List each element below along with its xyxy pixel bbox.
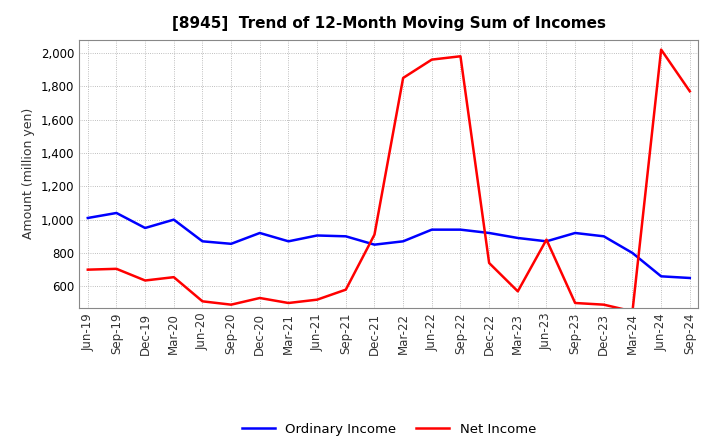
Ordinary Income	[312, 233, 321, 238]
Ordinary Income	[141, 225, 150, 231]
Net Income	[284, 301, 293, 306]
Net Income	[198, 299, 207, 304]
Title: [8945]  Trend of 12-Month Moving Sum of Incomes: [8945] Trend of 12-Month Moving Sum of I…	[172, 16, 606, 32]
Net Income	[112, 266, 121, 271]
Net Income	[685, 88, 694, 94]
Ordinary Income	[600, 234, 608, 239]
Net Income	[428, 57, 436, 62]
Net Income	[485, 260, 493, 266]
Ordinary Income	[84, 215, 92, 220]
Y-axis label: Amount (million yen): Amount (million yen)	[22, 108, 35, 239]
Line: Net Income: Net Income	[88, 50, 690, 312]
Net Income	[456, 54, 465, 59]
Ordinary Income	[456, 227, 465, 232]
Ordinary Income	[685, 275, 694, 281]
Ordinary Income	[571, 231, 580, 236]
Net Income	[227, 302, 235, 307]
Ordinary Income	[112, 210, 121, 216]
Ordinary Income	[198, 238, 207, 244]
Net Income	[571, 301, 580, 306]
Ordinary Income	[542, 238, 551, 244]
Net Income	[513, 289, 522, 294]
Ordinary Income	[227, 241, 235, 246]
Legend: Ordinary Income, Net Income: Ordinary Income, Net Income	[236, 418, 541, 440]
Net Income	[628, 309, 636, 314]
Ordinary Income	[628, 250, 636, 256]
Ordinary Income	[399, 238, 408, 244]
Ordinary Income	[513, 235, 522, 241]
Ordinary Income	[169, 217, 178, 222]
Ordinary Income	[341, 234, 350, 239]
Net Income	[657, 47, 665, 52]
Net Income	[542, 237, 551, 242]
Ordinary Income	[256, 231, 264, 236]
Net Income	[141, 278, 150, 283]
Net Income	[399, 75, 408, 81]
Net Income	[370, 232, 379, 237]
Net Income	[600, 302, 608, 307]
Line: Ordinary Income: Ordinary Income	[88, 213, 690, 278]
Ordinary Income	[370, 242, 379, 247]
Ordinary Income	[284, 238, 293, 244]
Ordinary Income	[428, 227, 436, 232]
Net Income	[84, 267, 92, 272]
Net Income	[312, 297, 321, 302]
Net Income	[341, 287, 350, 292]
Net Income	[256, 295, 264, 301]
Net Income	[169, 275, 178, 280]
Ordinary Income	[485, 231, 493, 236]
Ordinary Income	[657, 274, 665, 279]
